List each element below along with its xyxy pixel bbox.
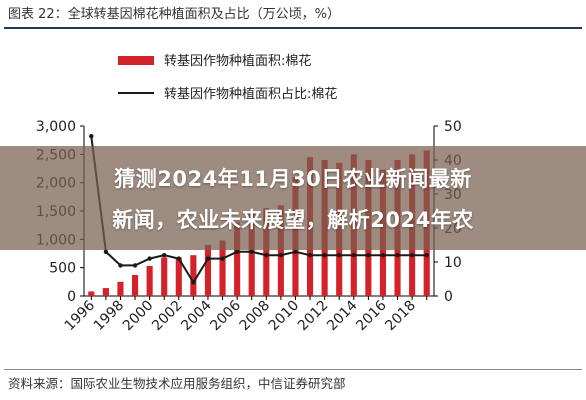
line-point [191,280,196,285]
line-point [118,263,123,268]
bar [234,222,241,296]
title-divider [4,27,582,29]
line-point [351,253,356,258]
x-tick-label: 2016 [353,297,390,334]
x-tick-label: 2014 [324,297,361,334]
bar [102,288,109,296]
headline-line-2: 新闻，农业未来展望，解析2024年农 [112,208,474,232]
x-tick-label: 2012 [295,298,332,335]
line-point [234,249,240,254]
legend-line-label: 转基因作物种植面积占比:棉花 [164,86,337,102]
bar [190,255,197,296]
bar [131,275,139,296]
bar [263,208,270,296]
line-point [264,253,269,258]
x-tick-label: 2006 [207,297,244,334]
line-point [366,253,371,258]
y-left-tick-label: 3,000 [36,119,76,135]
y-left-tick-label: 500 [49,261,76,277]
legend-bar-swatch [118,56,154,65]
source-divider [4,369,582,370]
x-tick-label: 2008 [237,298,274,335]
headline-line-1: 猜测2024年11月30日农业新闻最新 [114,167,472,191]
bar [277,205,284,296]
line-point [409,253,415,258]
x-tick-label: 1998 [91,298,128,335]
line-point [337,253,342,258]
x-tick-label: 2000 [120,298,157,335]
x-tick-label: 2002 [149,298,186,335]
line-point [322,253,327,258]
line-point [132,263,138,268]
bar [175,257,182,296]
x-tick-label: 2010 [266,298,303,335]
bar [88,291,95,296]
share-line [90,136,427,285]
line-point [89,134,94,139]
y-right-tick-label: 50 [444,119,462,135]
x-tick-label: 2004 [178,297,215,334]
line-point [103,249,109,254]
bar [161,257,168,296]
line-point [147,256,152,261]
bar [146,265,153,296]
line-series [89,134,429,285]
line-point [293,249,298,254]
line-point [395,253,400,258]
line-point [176,256,181,261]
y-right-tick-label: 10 [444,255,462,271]
headline-overlay: 猜测2024年11月30日农业新闻最新 新闻，农业未来展望，解析2024年农 [0,146,586,250]
legend: 转基因作物种植面积:棉花 转基因作物种植面积占比:棉花 [118,53,337,102]
x-tick-label: 2018 [382,298,419,335]
bar [204,245,212,296]
figure-title: 图表 22：全球转基因棉花种植面积及占比（万公顷，%） [8,7,341,22]
line-point [307,253,313,258]
line-point [205,256,211,261]
bar [219,240,226,296]
line-point [424,253,429,258]
y-left-tick-label: 0 [67,289,76,305]
line-point [380,253,386,258]
line-point [249,249,254,254]
y-right-tick-label: 0 [444,289,453,305]
legend-bar-label: 转基因作物种植面积:棉花 [164,53,311,69]
line-point [220,256,225,261]
line-point [162,253,167,258]
source-note: 资料来源：国际农业生物技术应用服务组织，中信证券研究部 [8,376,346,391]
line-point [278,253,284,258]
bar [117,281,124,296]
